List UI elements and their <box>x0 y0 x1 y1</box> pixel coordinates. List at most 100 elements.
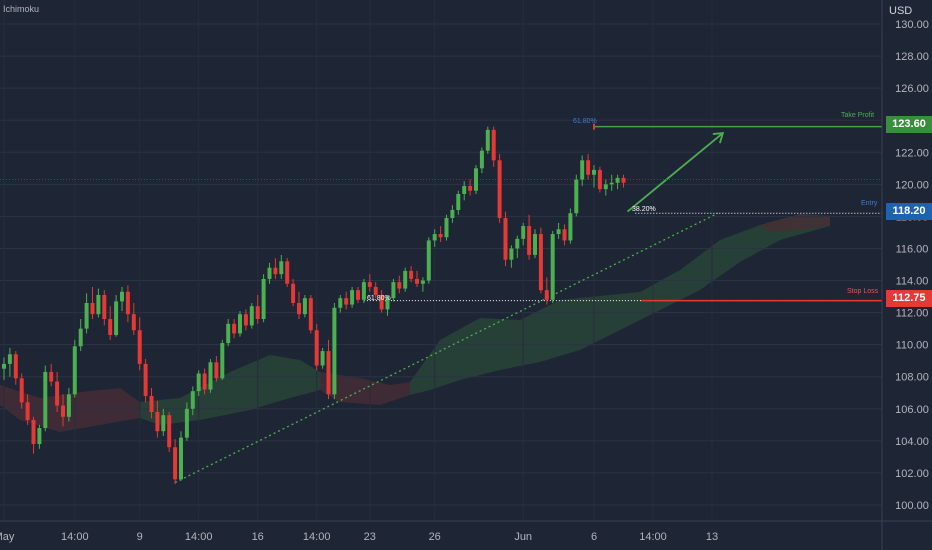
candle-body-20 <box>120 291 124 302</box>
candle-body-74 <box>438 234 443 238</box>
candle-body-41 <box>243 314 248 326</box>
y-tick-label-5: 110.00 <box>896 340 929 352</box>
candle-body-29 <box>173 447 178 480</box>
candle-body-84 <box>497 160 502 219</box>
candle-body-11 <box>66 394 71 417</box>
candle-body-7 <box>43 371 48 429</box>
candle-body-65 <box>385 298 390 310</box>
candle-body-47 <box>279 261 284 275</box>
take-profit-badge: 123.60 <box>886 116 932 133</box>
candle-body-56 <box>332 307 337 395</box>
candle-body-66 <box>391 282 396 299</box>
candle-body-58 <box>344 298 349 305</box>
candle-body-100 <box>592 169 596 175</box>
candle-body-37 <box>220 343 225 379</box>
candle-body-96 <box>568 213 573 241</box>
y-tick-label-8: 116.00 <box>896 243 929 255</box>
x-tick-label-3: 14:00 <box>185 531 213 543</box>
candle-body-3 <box>19 378 24 403</box>
candle-body-67 <box>397 282 402 289</box>
y-tick-label-4: 108.00 <box>895 372 929 384</box>
candle-body-15 <box>90 302 95 315</box>
candle-body-55 <box>326 351 331 395</box>
candles-layer <box>2 126 626 485</box>
candle-body-12 <box>72 346 77 395</box>
candle-body-42 <box>249 306 254 326</box>
x-tick-label-6: 23 <box>364 531 376 543</box>
candle-body-53 <box>314 330 319 366</box>
candle-body-68 <box>403 270 408 289</box>
stop-loss-badge: 112.75 <box>886 290 932 307</box>
y-tick-label-10: 120.00 <box>895 179 929 191</box>
candle-body-93 <box>550 234 555 300</box>
x-tick-label-1: 14:00 <box>61 531 89 543</box>
candle-body-73 <box>432 234 437 241</box>
projection-arrow-head <box>712 132 725 144</box>
candle-body-35 <box>208 362 213 390</box>
x-tick-label-4: 16 <box>252 531 264 543</box>
candle-body-25 <box>149 395 154 412</box>
cloud-segment-3 <box>410 214 830 395</box>
candle-body-2 <box>13 354 18 379</box>
candle-body-19 <box>114 301 119 336</box>
candle-body-48 <box>285 261 290 284</box>
candle-body-59 <box>350 290 355 305</box>
candle-body-82 <box>485 129 490 151</box>
candle-body-22 <box>131 314 136 331</box>
y-tick-label-1: 102.00 <box>895 468 929 480</box>
candle-body-70 <box>415 278 419 284</box>
candle-body-24 <box>143 363 148 396</box>
candle-body-52 <box>308 298 313 331</box>
x-tick-label-5: 14:00 <box>303 531 331 543</box>
candle-body-69 <box>409 270 414 279</box>
projection-arrow-line <box>626 132 724 213</box>
candle-body-57 <box>338 298 343 308</box>
x-tick-label-9: 6 <box>591 531 597 543</box>
candle-body-72 <box>426 240 431 281</box>
candle-body-13 <box>78 328 83 347</box>
candle-body-31 <box>184 408 189 438</box>
candle-body-89 <box>527 226 532 255</box>
candle-body-71 <box>420 280 425 284</box>
candle-body-76 <box>450 210 455 219</box>
ichimoku-cloud <box>0 214 830 432</box>
candle-body-27 <box>161 415 166 432</box>
cloud-segment-4 <box>760 214 830 232</box>
candle-body-99 <box>586 160 591 175</box>
candle-body-38 <box>226 323 231 344</box>
candle-body-51 <box>302 298 307 315</box>
support-trendline <box>174 212 719 484</box>
y-tick-label-15: 130.00 <box>895 19 929 31</box>
entry-badge: 118.20 <box>886 203 932 220</box>
candle-body-81 <box>479 150 484 169</box>
entry-tag: Entry <box>861 200 878 207</box>
candle-body-34 <box>202 373 207 390</box>
take-profit-tag: Take Profit <box>841 112 875 119</box>
x-tick-label-8: Jun <box>514 531 532 543</box>
candle-body-104 <box>615 177 620 183</box>
x-tick-label-11: 13 <box>706 531 718 543</box>
candle-body-64 <box>379 294 384 310</box>
candle-body-21 <box>125 291 130 315</box>
indicator-label[interactable]: Ichimoku <box>3 4 40 14</box>
candle-body-101 <box>597 169 602 190</box>
candle-body-80 <box>474 168 478 191</box>
y-tick-label-11: 122.00 <box>895 147 929 159</box>
y-tick-label-0: 100.00 <box>895 500 929 512</box>
candle-body-17 <box>102 294 107 320</box>
candle-body-9 <box>55 381 60 406</box>
x-tick-label-2: 9 <box>137 531 143 543</box>
candle-body-40 <box>238 314 242 334</box>
candle-body-10 <box>61 405 65 417</box>
candle-body-85 <box>503 218 508 260</box>
candle-body-87 <box>515 238 520 249</box>
x-tick-label-7: 26 <box>429 531 441 543</box>
candle-body-62 <box>367 282 372 287</box>
candle-body-0 <box>2 363 6 369</box>
candle-body-30 <box>179 437 183 480</box>
candle-body-44 <box>261 278 266 320</box>
candle-body-78 <box>462 185 467 194</box>
candle-body-14 <box>84 302 89 329</box>
fib-stop-tag: 61.80% <box>367 295 391 302</box>
